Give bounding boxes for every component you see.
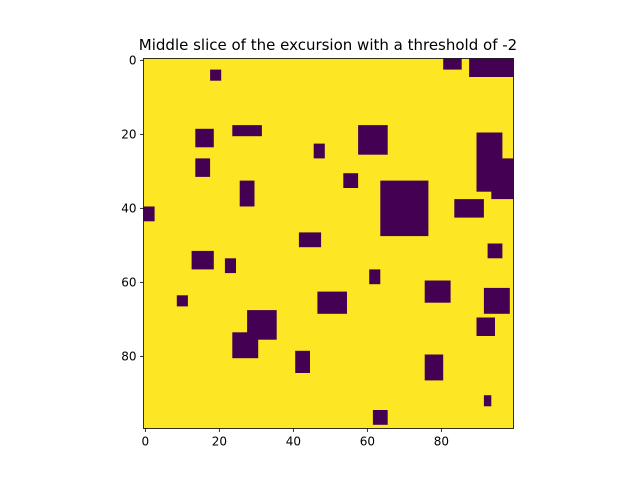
region bbox=[239, 180, 255, 207]
x-tick-label: 40 bbox=[286, 435, 301, 449]
y-tick-label: 80 bbox=[121, 349, 136, 363]
x-tick-label: 80 bbox=[434, 435, 449, 449]
region bbox=[380, 180, 429, 237]
region bbox=[176, 295, 188, 307]
y-tick-label: 40 bbox=[121, 201, 136, 215]
region bbox=[491, 158, 514, 200]
region bbox=[343, 173, 359, 188]
y-tick-label: 20 bbox=[121, 127, 136, 141]
region bbox=[295, 350, 310, 373]
region bbox=[476, 317, 495, 336]
region bbox=[369, 269, 381, 285]
region bbox=[483, 287, 510, 314]
region bbox=[298, 232, 322, 248]
region bbox=[443, 58, 462, 70]
region bbox=[487, 243, 503, 259]
region bbox=[210, 69, 222, 81]
region bbox=[483, 395, 492, 407]
region bbox=[469, 58, 514, 77]
axes-frame bbox=[143, 58, 514, 429]
y-tick-label: 0 bbox=[129, 53, 137, 67]
region bbox=[195, 158, 211, 177]
region bbox=[372, 410, 388, 425]
region bbox=[143, 206, 155, 222]
region bbox=[424, 280, 451, 303]
region bbox=[232, 125, 262, 137]
region bbox=[454, 199, 484, 218]
x-tick-label: 60 bbox=[360, 435, 375, 449]
region bbox=[424, 354, 444, 381]
region bbox=[232, 332, 259, 359]
region bbox=[191, 250, 214, 270]
region bbox=[358, 125, 388, 155]
region bbox=[317, 291, 347, 314]
y-tick-label: 60 bbox=[121, 275, 136, 289]
region bbox=[195, 128, 214, 148]
x-tick-label: 20 bbox=[212, 435, 227, 449]
background bbox=[143, 58, 514, 429]
region bbox=[313, 143, 325, 159]
chart-title: Middle slice of the excursion with a thr… bbox=[139, 36, 517, 54]
x-tick-label: 0 bbox=[142, 435, 150, 449]
region bbox=[224, 258, 236, 274]
